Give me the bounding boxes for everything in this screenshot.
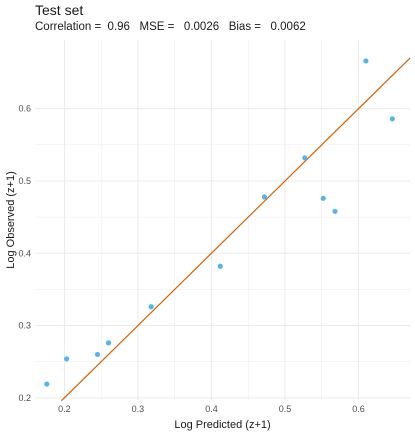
reference-line-layer	[61, 57, 411, 402]
y-tick-label: 0.5	[18, 176, 31, 186]
points-layer	[44, 58, 395, 387]
data-point	[64, 356, 70, 362]
identity-line	[61, 57, 411, 402]
x-axis-title: Log Predicted (z+1)	[174, 419, 270, 431]
x-tick-label: 0.6	[352, 404, 365, 414]
data-point	[261, 194, 268, 200]
grid-layer	[35, 40, 410, 400]
data-point	[320, 195, 326, 201]
y-tick-label: 0.6	[18, 104, 31, 114]
tick-labels: 0.2 0.3 0.4 0.5 0.6 0.2 0.3 0.4 0.5 0.6	[18, 104, 364, 414]
data-point	[148, 304, 154, 310]
data-point	[44, 381, 50, 387]
y-tick-label: 0.4	[18, 248, 31, 258]
x-tick-label: 0.5	[279, 404, 292, 414]
chart-subtitle: Correlation = 0.96 MSE = 0.0026 Bias = 0…	[35, 21, 306, 33]
data-point	[94, 351, 101, 358]
x-tick-label: 0.3	[132, 404, 145, 414]
chart-title: Test set	[35, 2, 84, 18]
data-point	[389, 116, 395, 122]
data-point	[217, 263, 223, 269]
y-axis-title: Log Observed (z+1)	[5, 171, 17, 269]
data-point	[302, 155, 308, 161]
y-tick-label: 0.3	[18, 321, 31, 331]
data-point	[105, 340, 112, 346]
data-point	[332, 208, 338, 214]
x-tick-label: 0.2	[58, 404, 71, 414]
y-tick-label: 0.2	[18, 393, 31, 403]
x-tick-label: 0.4	[205, 404, 218, 414]
data-point	[363, 58, 369, 64]
